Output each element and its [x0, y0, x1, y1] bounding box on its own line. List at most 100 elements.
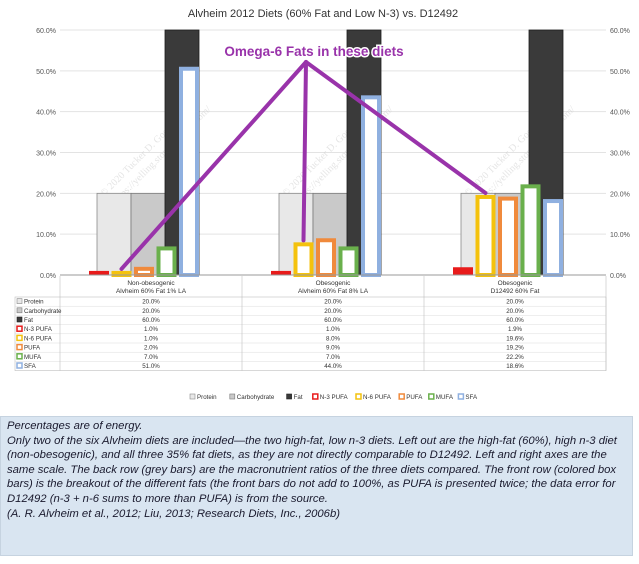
legend-label: PUFA	[406, 394, 423, 401]
table-row-label: Carbohydrate	[24, 308, 62, 315]
legend-key	[286, 393, 292, 400]
caption-line-1: Percentages are of energy.	[7, 420, 143, 432]
table-value: 2.0%	[144, 345, 159, 352]
y-tick-label-left: 60.0%	[36, 28, 56, 35]
table-value: 7.0%	[144, 354, 159, 361]
annotation-arrow	[119, 60, 308, 271]
table-value: 60.0%	[324, 317, 342, 324]
table-row-label: Protein	[24, 299, 44, 306]
caption-box: Percentages are of energy. Only two of t…	[0, 416, 633, 556]
bar-n-3-pufa	[89, 270, 109, 275]
y-tick-label-right: 20.0%	[610, 191, 630, 198]
table-value: 1.0%	[144, 335, 159, 342]
table-row-label: N-3 PUFA	[24, 326, 53, 333]
legend-key	[312, 393, 319, 400]
legend-key	[355, 393, 362, 400]
table-value: 19.6%	[506, 335, 524, 342]
table-value: 20.0%	[142, 299, 160, 306]
table-value: 7.0%	[326, 354, 341, 361]
bar-pufa	[134, 266, 154, 278]
bar-sfa	[179, 66, 199, 277]
table-legend-key	[16, 307, 23, 314]
bar-pufa	[316, 238, 336, 277]
y-tick-label-left: 50.0%	[36, 69, 56, 76]
y-tick-label-left: 20.0%	[36, 191, 56, 198]
table-value: 1.9%	[508, 326, 523, 333]
annotation-arrow	[304, 60, 488, 195]
y-tick-label-left: 30.0%	[36, 151, 56, 158]
y-tick-label-right: 50.0%	[610, 69, 630, 76]
table-value: 19.2%	[506, 345, 524, 352]
y-tick-label-left: 40.0%	[36, 110, 56, 117]
table-legend-key	[16, 353, 23, 360]
table-value: 1.0%	[144, 326, 159, 333]
table-value: 20.0%	[142, 308, 160, 315]
annotation-text: Omega-6 Fats in these diets	[224, 44, 403, 59]
category-label-line1: Obesogenic	[316, 280, 351, 287]
category-label-line2: Alvheim 60% Fat 8% LA	[298, 288, 369, 295]
category-label-line1: Obesogenic	[498, 280, 533, 287]
annotation-arrow	[301, 60, 308, 243]
table-value: 60.0%	[142, 317, 160, 324]
legend-label: Carbohydrate	[237, 394, 275, 401]
table-value: 20.0%	[506, 299, 524, 306]
table-value: 20.0%	[506, 308, 524, 315]
table-value: 60.0%	[506, 317, 524, 324]
bar-mufa	[156, 246, 177, 278]
table-row-label: SFA	[24, 363, 37, 370]
table-value: 1.0%	[326, 326, 341, 333]
legend-key	[428, 393, 435, 400]
table-value: 9.0%	[326, 345, 341, 352]
table-legend-key	[16, 316, 23, 323]
bar-mufa	[338, 246, 359, 278]
legend-label: Protein	[197, 394, 217, 401]
table-row-label: PUFA	[24, 345, 41, 352]
table-value: 22.2%	[506, 354, 524, 361]
legend-key	[189, 393, 196, 400]
y-tick-label-right: 60.0%	[610, 28, 630, 35]
y-tick-label-right: 40.0%	[610, 110, 630, 117]
bar-mufa	[520, 184, 541, 278]
y-tick-label-right: 30.0%	[610, 151, 630, 158]
bar-sfa	[543, 199, 563, 277]
legend-label: Fat	[294, 394, 303, 401]
caption-line-2: Only two of the six Alvheim diets are in…	[7, 434, 617, 505]
bar-n-6-pufa	[475, 194, 496, 277]
chart-frame: Alvheim 2012 Diets (60% Fat and Low N-3)…	[14, 8, 630, 401]
bar-protein	[96, 192, 132, 276]
y-tick-label-right: 10.0%	[610, 232, 630, 239]
chart-svg: Alvheim 2012 Diets (60% Fat and Low N-3)…	[14, 8, 630, 401]
y-tick-label-left: 0.0%	[40, 273, 56, 280]
table-value: 20.0%	[324, 299, 342, 306]
y-tick-label-right: 0.0%	[610, 273, 626, 280]
bar-sfa	[361, 95, 381, 278]
legend-key	[398, 393, 405, 400]
legend-label: N-6 PUFA	[363, 394, 392, 401]
legend-key	[457, 393, 465, 400]
table-value: 20.0%	[324, 308, 342, 315]
table-legend-key	[16, 362, 23, 369]
table-value: 51.0%	[142, 363, 160, 370]
table-legend-key	[16, 298, 23, 304]
caption-line-3: (A. R. Alvheim et al., 2012; Liu, 2013; …	[7, 507, 341, 520]
category-label-line2: Alvheim 60% Fat 1% LA	[116, 288, 187, 295]
chart-title: Alvheim 2012 Diets (60% Fat and Low N-3)…	[188, 8, 458, 20]
table-legend-key	[16, 334, 23, 342]
table-row-label: N-6 PUFA	[24, 335, 53, 342]
table-value: 8.0%	[326, 335, 341, 342]
bar-n-3-pufa	[453, 267, 473, 275]
legend-key	[229, 393, 236, 400]
category-label-line1: Non-obesogenic	[127, 280, 175, 287]
table-value: 18.6%	[506, 363, 524, 370]
legend-label: N-3 PUFA	[320, 394, 349, 401]
y-tick-label-left: 10.0%	[36, 232, 56, 239]
bar-n-3-pufa	[271, 270, 291, 275]
table-row-label: MUFA	[24, 354, 42, 361]
table-value: 44.0%	[324, 363, 342, 370]
bar-n-6-pufa	[293, 242, 314, 277]
category-label-line2: D12492 60% Fat	[491, 288, 540, 295]
table-legend-key	[16, 343, 23, 351]
legend-label: SFA	[465, 394, 478, 401]
table-row-label: Fat	[24, 317, 33, 324]
bar-pufa	[498, 196, 518, 278]
